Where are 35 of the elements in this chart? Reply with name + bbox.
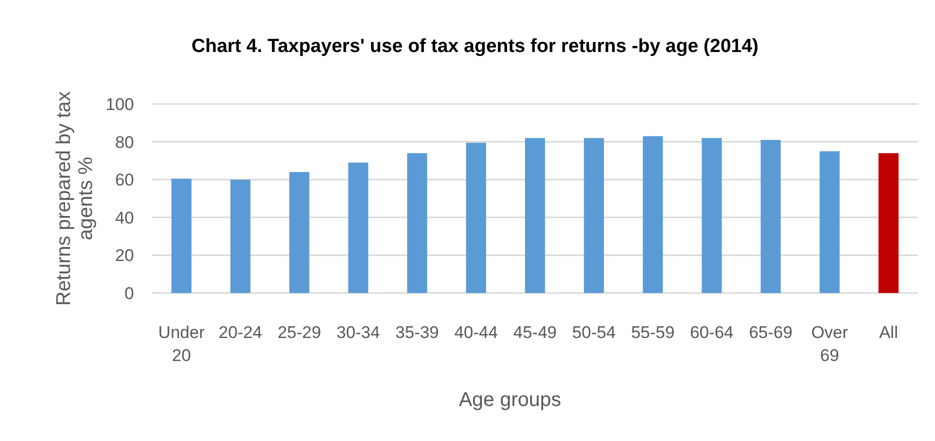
x-tick-label: 45-49 xyxy=(513,323,557,342)
bar xyxy=(171,178,192,293)
x-tick-label: 50-54 xyxy=(572,323,616,342)
chart-title: Chart 4. Taxpayers' use of tax agents for returns -by age (2014) xyxy=(192,36,758,57)
bar xyxy=(524,138,546,293)
bar xyxy=(702,138,722,293)
y-axis-title: Returns prepared by tax agents % xyxy=(53,91,97,306)
y-tick-label: 20 xyxy=(115,246,134,266)
y-tick-label: 100 xyxy=(106,94,134,114)
bar xyxy=(760,140,781,293)
x-tick-label: 60-64 xyxy=(690,323,734,342)
x-tick-label: 40-44 xyxy=(454,323,498,342)
x-tick-label: 35-39 xyxy=(395,323,439,342)
bar xyxy=(878,153,899,293)
x-axis-title: Age groups xyxy=(458,389,562,411)
y-tick-label: 40 xyxy=(115,208,134,228)
x-tick-label: 55-59 xyxy=(631,323,675,342)
bar xyxy=(348,162,368,293)
x-tick-label: Over 69 xyxy=(811,323,848,365)
bar xyxy=(584,138,604,293)
bar xyxy=(230,180,250,293)
bar xyxy=(466,142,486,293)
y-tick-label: 60 xyxy=(115,170,134,190)
y-tick-label: 0 xyxy=(124,284,134,303)
x-tick-label: 25-29 xyxy=(278,323,322,342)
x-tick-label: 20-24 xyxy=(218,323,262,342)
x-tick-label: 65-69 xyxy=(748,323,792,342)
y-tick-label: 80 xyxy=(115,132,134,152)
x-tick-label: All xyxy=(879,323,898,342)
bar xyxy=(289,172,310,293)
x-tick-label: 30-34 xyxy=(336,323,380,342)
bar xyxy=(642,136,663,293)
bar xyxy=(407,153,428,293)
bar xyxy=(820,151,840,293)
x-tick-label: Under 20 xyxy=(158,323,205,365)
